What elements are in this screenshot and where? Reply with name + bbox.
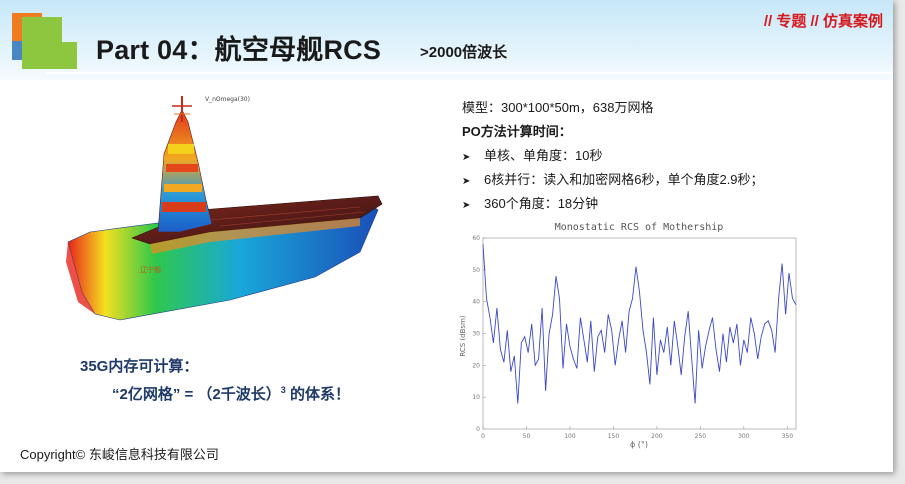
topic-tag: // 专题 // 仿真案例 <box>763 13 883 30</box>
grid-note: “2亿网格” = （2千波长）3 的体系！ <box>112 383 350 404</box>
grid-note-suffix: 的体系！ <box>285 386 350 403</box>
y-tick-label: 60 <box>472 235 480 242</box>
y-axis: 0 10 20 30 40 50 60 <box>472 235 486 433</box>
bullet-text: 单核、单角度：10秒 <box>484 148 603 163</box>
x-tick-label: 250 <box>695 433 707 440</box>
y-axis-label: RCS (dBsm) <box>459 315 467 357</box>
arrow-bullet-icon: ➤ <box>462 200 471 211</box>
y-tick-label: 40 <box>472 299 480 306</box>
logo-block-green-base <box>22 42 77 69</box>
x-axis-label: ϕ (°) <box>630 440 648 449</box>
list-item: ➤ 360个角度：18分钟 <box>462 194 764 218</box>
header-divider <box>46 72 893 74</box>
x-axis: 0 50 100 150 200 250 300 350 <box>481 426 793 440</box>
bullet-text: 360个角度：18分钟 <box>484 196 599 211</box>
y-tick-label: 20 <box>472 362 480 369</box>
x-tick-label: 200 <box>651 433 663 440</box>
y-tick-label: 50 <box>472 267 480 274</box>
memory-note: 35G内存可计算： <box>80 358 199 375</box>
y-tick-label: 30 <box>472 331 480 338</box>
x-tick-label: 100 <box>564 433 576 440</box>
list-item: ➤ 6核并行：读入和加密网格6秒，单个角度2.9秒； <box>462 170 764 194</box>
y-tick-label: 10 <box>472 394 480 401</box>
x-tick-label: 50 <box>523 433 531 440</box>
rcs-chart: Monostatic RCS of Mothership 0 10 20 30 40 50… <box>459 222 797 449</box>
rcs-series-line <box>482 244 797 404</box>
bullet-text: 6核并行：读入和加密网格6秒，单个角度2.9秒； <box>484 172 764 187</box>
chart-title: Monostatic RCS of Mothership <box>555 222 724 233</box>
x-tick-label: 350 <box>782 433 794 440</box>
copyright: Copyright© 东峻信息科技有限公司 <box>20 447 219 462</box>
model-info: 模型：300*100*50m，638万网格 <box>462 100 654 115</box>
arrow-bullet-icon: ➤ <box>462 176 471 187</box>
y-tick-label: 0 <box>476 426 480 433</box>
slide-subtitle: >2000倍波长 <box>420 44 508 61</box>
grid-note-exponent: 3 <box>280 385 286 395</box>
po-time-title: PO方法计算时间： <box>462 124 572 139</box>
info-panel: 模型：300*100*50m，638万网格 PO方法计算时间： ➤ 单核、单角度：… <box>462 98 764 218</box>
x-tick-label: 150 <box>608 433 620 440</box>
slide-title: Part 04：航空母舰RCS <box>96 35 382 65</box>
x-tick-label: 0 <box>481 433 485 440</box>
slide: Part 04：航空母舰RCS >2000倍波长 // 专题 // 仿真案例 <box>0 0 893 472</box>
carrier-rcs-image: 辽宁舰 <box>66 96 383 321</box>
header-band <box>0 0 893 80</box>
arrow-bullet-icon: ➤ <box>462 152 471 163</box>
grid-note-prefix: “2亿网格” = （2千波长） <box>112 386 281 403</box>
list-item: ➤ 单核、单角度：10秒 <box>462 146 764 170</box>
svg-text:辽宁舰: 辽宁舰 <box>140 265 161 274</box>
ship-caption: V_nOmega(30) <box>205 96 250 103</box>
x-tick-label: 300 <box>738 433 750 440</box>
plot-frame <box>482 237 797 430</box>
